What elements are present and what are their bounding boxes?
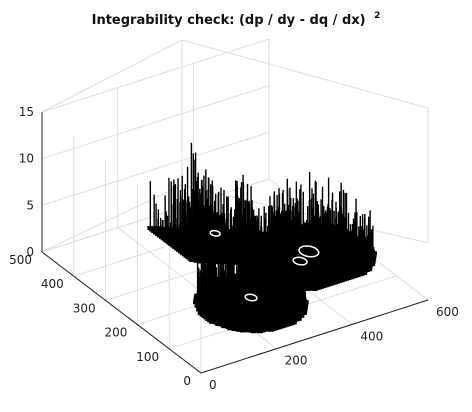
grid-line-z-walls [41, 38, 270, 113]
chart-title: Integrability check: (dp / dy - dq / dx)… [92, 11, 381, 28]
chart-title-main: Integrability check: (dp / dy - dq / dx) [92, 13, 366, 28]
surface-patch [295, 316, 302, 321]
chart-title-superscript: 2 [374, 11, 380, 21]
grid-line-z-walls [41, 131, 270, 206]
surface-patch [301, 304, 308, 309]
top-edge [41, 39, 429, 113]
back-right-wall-outline [181, 40, 429, 244]
grid-line-z-walls [41, 85, 270, 160]
surface-plot [147, 142, 377, 334]
surface-patch [298, 313, 305, 318]
